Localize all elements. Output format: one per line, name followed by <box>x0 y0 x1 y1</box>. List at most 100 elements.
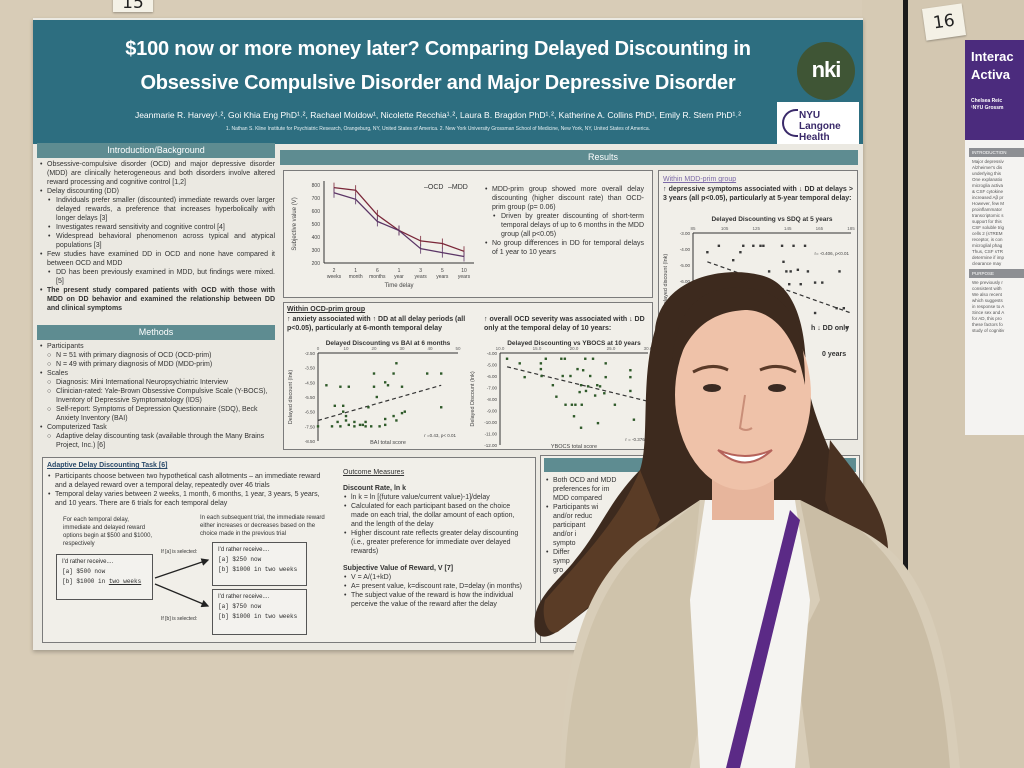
trend-line <box>506 366 649 402</box>
poster-affiliations: 1. Nathan S. Kline Institute for Psychia… <box>225 126 651 132</box>
x-tick-label: year <box>394 274 404 280</box>
chart-title: Delayed Discounting vs YBOCS at 10 years <box>507 340 641 347</box>
data-point <box>629 389 632 393</box>
ybocs-scatter-chart: Delayed Discounting vs YBOCS at 10 years… <box>470 340 652 449</box>
y-tick-label: -4.00 <box>487 351 498 356</box>
data-point <box>584 357 587 360</box>
y-tick-label: -5.00 <box>487 363 498 368</box>
list-item: However, few M <box>972 201 1021 207</box>
data-point <box>523 375 526 379</box>
data-point <box>342 410 345 413</box>
list-item: support for this <box>972 219 1021 225</box>
data-point <box>572 415 576 418</box>
data-point <box>400 411 404 415</box>
list-item: sympto <box>553 540 576 547</box>
data-point <box>806 270 810 273</box>
data-point <box>752 244 755 247</box>
x-tick-label: months <box>369 274 386 280</box>
option-a: [a] $500 now <box>62 568 106 575</box>
list-item: and/or reduc <box>553 513 593 520</box>
neighbor-poster: Interac Activa Chelsea Reic ¹NYU Grossm … <box>965 40 1024 435</box>
trend-line <box>317 384 442 422</box>
nki-logo: nki <box>797 42 855 100</box>
x-axis-label: Time delay <box>384 283 413 289</box>
list-item: Calculated for each participant based on… <box>343 502 523 529</box>
data-point <box>717 244 721 247</box>
choice-box-b-selected: I'd rather receive.... [a] $750 now [b] … <box>212 589 307 635</box>
list-item: Few studies have examined DD in OCD and … <box>39 250 275 268</box>
data-point <box>759 244 762 247</box>
list-item: cells 2 (sTREM <box>972 231 1021 237</box>
data-point <box>386 384 390 387</box>
data-point <box>845 326 848 329</box>
x-tick-label: 20.0 <box>570 346 579 351</box>
facial-features <box>692 365 797 464</box>
list-item: receptor, is con <box>972 237 1021 243</box>
choice-prompt: I'd rather receive.... <box>218 547 270 553</box>
data-point <box>581 369 585 372</box>
methods-header: Methods <box>37 325 275 340</box>
data-point <box>325 384 328 387</box>
x-tick-label: 145 <box>784 226 792 231</box>
data-point <box>551 384 555 387</box>
list-item: gro <box>553 567 564 574</box>
nyu-logo-text: NYU Langone Health <box>799 110 841 143</box>
neighbor-section-intro: INTRODUCTION <box>969 148 1024 157</box>
data-point <box>539 367 543 371</box>
data-point <box>596 421 600 425</box>
list-item: and/or i <box>553 531 577 538</box>
y-axis-label: Subjective value (V) <box>292 197 298 250</box>
y-tick-label: -5.50 <box>305 395 316 400</box>
x-axis-label: YBOCS total score <box>551 444 597 449</box>
y-tick-label: -6.00 <box>487 374 498 379</box>
data-point <box>732 259 735 262</box>
list-item: symp <box>553 558 570 565</box>
nyu-langone-logo: NYU Langone Health <box>777 102 859 144</box>
list-item: Higher discount rate reflects greater de… <box>343 529 523 556</box>
list-item: Obsessive-compulsive disorder (OCD) and … <box>39 160 275 187</box>
list-item: microglia activa <box>972 183 1021 189</box>
y-tick-label: -3.50 <box>305 366 316 371</box>
list-item: increased Aβ pr <box>972 195 1021 201</box>
list-item: One explanatio <box>972 177 1021 183</box>
x-tick-label: 20 <box>371 346 377 351</box>
option-b: [b] $1000 in two weeks <box>218 613 298 620</box>
x-tick-label: 30.0 <box>644 346 652 351</box>
data-point <box>540 374 543 378</box>
list-item: for AD, this pro <box>972 316 1021 322</box>
data-point <box>347 423 350 427</box>
option-b-delay: two weeks <box>108 578 142 585</box>
task-description: Participants choose between two hypothet… <box>47 472 332 508</box>
subjective-value-text: V = A/(1+kD)A= present value, k=discount… <box>343 573 523 609</box>
ocd-severity-finding: ↑ overall OCD severity was associated wi… <box>484 316 645 332</box>
list-item: Adaptive delay discounting task (availab… <box>39 432 275 450</box>
x-tick-label: 30 <box>399 346 405 351</box>
data-point <box>384 381 387 384</box>
y-tick-label: -11.00 <box>485 432 498 437</box>
subjective-value-heading: Subjective Value of Reward, V [7] <box>343 565 454 572</box>
data-point <box>561 374 564 378</box>
data-point <box>316 425 320 428</box>
data-point <box>505 357 509 360</box>
data-point <box>580 403 583 406</box>
data-point <box>584 389 588 393</box>
neighbor-title-line1: Interac <box>971 49 1014 64</box>
data-point <box>576 367 579 371</box>
data-point <box>569 374 572 378</box>
if-b-label: If [b] is selected: <box>161 616 198 622</box>
y-tick-label: 300 <box>312 248 321 254</box>
lanyard <box>726 510 800 768</box>
data-point <box>789 270 792 273</box>
y-tick-label: 400 <box>312 235 321 241</box>
adaptive-task-panel: Adaptive Delay Discounting Task [6] Part… <box>42 457 536 643</box>
data-point <box>384 423 387 427</box>
data-point <box>563 357 567 360</box>
data-point <box>384 417 387 421</box>
list-item: Investigates reward sensitivity and cogn… <box>39 223 275 232</box>
x-tick-label: 25.0 <box>607 346 616 351</box>
x-tick-label: month <box>349 274 363 280</box>
data-point <box>579 426 583 429</box>
x-tick-label: 10 <box>461 268 467 274</box>
data-point <box>785 270 788 273</box>
list-item: DD has been previously examined in MDD, … <box>39 268 275 286</box>
